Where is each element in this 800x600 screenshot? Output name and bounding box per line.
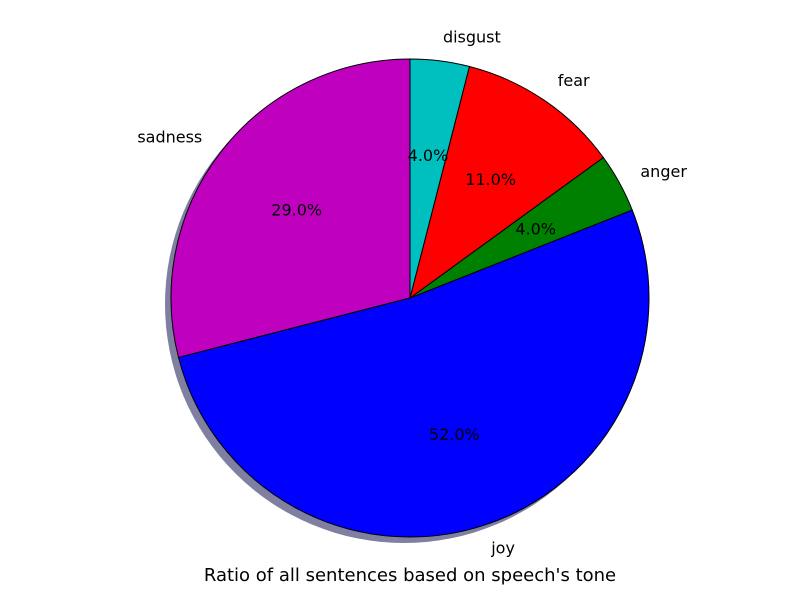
category-label-fear: fear	[558, 71, 590, 90]
pie-labels-layer: 29.0% sadness 52.0% joy 4.0% anger 11.0% fear 4.…	[137, 28, 687, 558]
category-label-sadness: sadness	[137, 127, 202, 146]
pct-label-fear: 11.0%	[465, 170, 516, 189]
category-label-joy: joy	[490, 539, 515, 558]
pct-label-anger: 4.0%	[515, 219, 556, 238]
pct-label-sadness: 29.0%	[271, 201, 322, 220]
pie-slice-sadness	[170, 58, 411, 359]
chart-title: Ratio of all sentences based on speech's…	[204, 565, 616, 586]
pie-slices-layer	[170, 58, 650, 538]
category-label-anger: anger	[640, 162, 687, 181]
pie-slice-joy	[177, 209, 650, 538]
pie-slice-fear	[409, 65, 605, 300]
pct-label-disgust: 4.0%	[408, 146, 449, 165]
pie-slice-disgust	[409, 58, 471, 299]
category-label-disgust: disgust	[443, 28, 501, 47]
pct-label-joy: 52.0%	[429, 425, 480, 444]
